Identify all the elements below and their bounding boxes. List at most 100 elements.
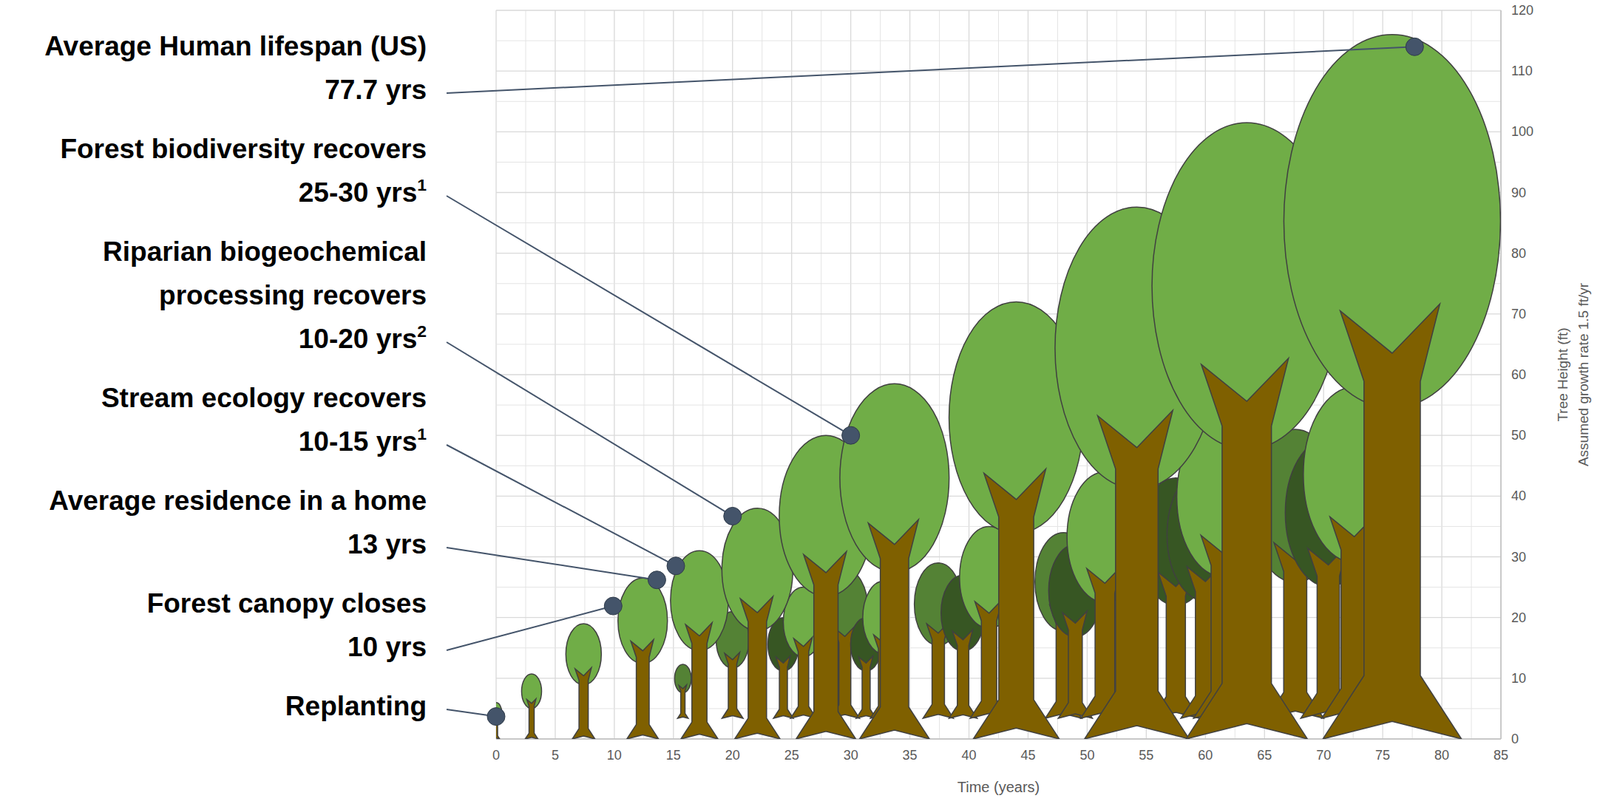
x-tick-label: 0 (492, 748, 500, 764)
annotation-years-text: 10-15 yrs (298, 426, 418, 457)
tree-trunk (773, 656, 794, 719)
annotation-years-text: 77.7 yrs (324, 74, 427, 105)
annotation-years-text: 10 yrs (347, 632, 427, 663)
tree-crown (1283, 34, 1501, 409)
x-tick-label: 85 (1493, 748, 1509, 764)
x-tick-label: 20 (725, 748, 741, 764)
tree-trunk (973, 469, 1059, 741)
annotation-years: 25-30 yrs1 (298, 175, 427, 208)
x-tick-label: 40 (961, 748, 977, 764)
tree (839, 383, 950, 740)
annotation-label: Riparian biogeochemical processing recove… (102, 236, 427, 311)
annotation-years: 13 yrs (347, 529, 427, 560)
tree-trunk (1322, 303, 1462, 740)
annotation-label: Stream ecology recovers (101, 382, 427, 414)
x-tick-label: 50 (1079, 748, 1095, 764)
annotation-label: Average Human lifespan (US) (44, 31, 427, 62)
annotation-years-text: 10-20 yrs (298, 323, 418, 355)
grid (496, 10, 1501, 740)
trees (496, 34, 1501, 740)
y-grid-line (496, 9, 1501, 11)
x-tick-label: 25 (784, 748, 800, 764)
y-tick-label: 0 (1511, 731, 1519, 747)
annotation-label: Forest biodiversity recovers (59, 133, 427, 165)
annotation-dot (842, 426, 860, 445)
annotation-text: Stream ecology recovers (101, 382, 427, 414)
connectors (446, 37, 1424, 726)
tree (565, 624, 602, 740)
tree-trunk (734, 596, 781, 740)
x-tick-label: 5 (551, 748, 559, 764)
annotation-years: 10 yrs (347, 632, 427, 663)
y-axis-title: Tree Height (ft) (1554, 327, 1571, 422)
x-tick-label: 30 (843, 748, 859, 764)
annotation-label: Average residence in a home (48, 485, 427, 517)
annotation-text: Forest biodiversity recovers (59, 133, 427, 165)
y-tick-label: 30 (1511, 550, 1527, 565)
y-tick-label: 40 (1511, 488, 1527, 504)
annotation-years-text: 13 yrs (347, 529, 427, 560)
y-axis-note: Assumed growth rate 1.5 ft/yr (1575, 282, 1592, 467)
annotation-note: 2 (417, 321, 427, 341)
tree (1283, 34, 1501, 740)
tree-trunk (572, 668, 596, 740)
tree-trunk (524, 699, 538, 740)
y-tick-label: 90 (1511, 185, 1527, 201)
annotation-dot (1405, 37, 1424, 56)
annotation-dot (487, 708, 505, 727)
x-axis-title: Time (years) (957, 779, 1040, 796)
tree (618, 578, 668, 740)
y-tick-label: 120 (1511, 2, 1534, 18)
tree-trunk (626, 640, 659, 741)
x-tick-label: 10 (607, 748, 622, 764)
leader-line (446, 342, 733, 517)
annotation-years: 10-20 yrs2 (298, 321, 427, 355)
tree-trunk (1084, 410, 1190, 740)
y-tick-label: 20 (1511, 610, 1527, 626)
tree-trunk (1185, 358, 1308, 740)
y-tick-label: 70 (1511, 306, 1527, 322)
annotation-label: Replanting (285, 691, 427, 722)
tree-trunk (680, 623, 718, 740)
y-tick-label: 50 (1511, 428, 1527, 443)
y-tick-label: 80 (1511, 246, 1527, 261)
tree-trunk (1058, 611, 1093, 719)
x-grid-line (1500, 10, 1501, 740)
annotation-text: processing recovers (158, 280, 427, 311)
tree (521, 674, 542, 740)
leader-line (446, 606, 613, 651)
tree (670, 550, 729, 740)
annotation-years: 77.7 yrs (324, 74, 427, 105)
y-minor-grid-line (496, 40, 1501, 42)
y-tick-label: 60 (1511, 367, 1527, 383)
annotation-dot (723, 507, 742, 525)
x-tick-label: 15 (666, 748, 681, 764)
annotation-text: Forest canopy closes (147, 588, 427, 619)
annotation-dot (666, 557, 685, 576)
leader-line (446, 445, 676, 567)
annotation-note: 1 (417, 175, 427, 195)
annotation-note: 1 (417, 424, 427, 444)
annotation-dot (604, 597, 622, 616)
annotation-label: Forest canopy closes (147, 588, 427, 619)
annotation-dot (647, 571, 666, 590)
annotation-years-text: 25-30 yrs (298, 177, 418, 208)
x-tick-label: 60 (1197, 748, 1213, 764)
annotation-text: Replanting (285, 691, 427, 722)
chart: 0510152025303540455055606570758085010203… (0, 0, 1600, 804)
annotation-text: Average Human lifespan (US) (44, 31, 427, 62)
x-tick-label: 70 (1316, 748, 1331, 764)
leader-line (446, 547, 657, 581)
y-axis-line (1500, 10, 1502, 740)
y-grid-line (496, 738, 1501, 740)
y-tick-label: 10 (1511, 671, 1527, 687)
tree-trunk (796, 551, 857, 740)
x-axis-line (496, 738, 1501, 741)
leader-line (446, 46, 1415, 94)
tree-trunk (949, 629, 978, 719)
annotation-years: 10-15 yrs1 (298, 424, 427, 457)
tree-trunk (790, 637, 817, 719)
tree-trunk (722, 652, 744, 719)
annotation-text: Riparian biogeochemical (102, 236, 427, 267)
x-tick-label: 45 (1020, 748, 1036, 764)
